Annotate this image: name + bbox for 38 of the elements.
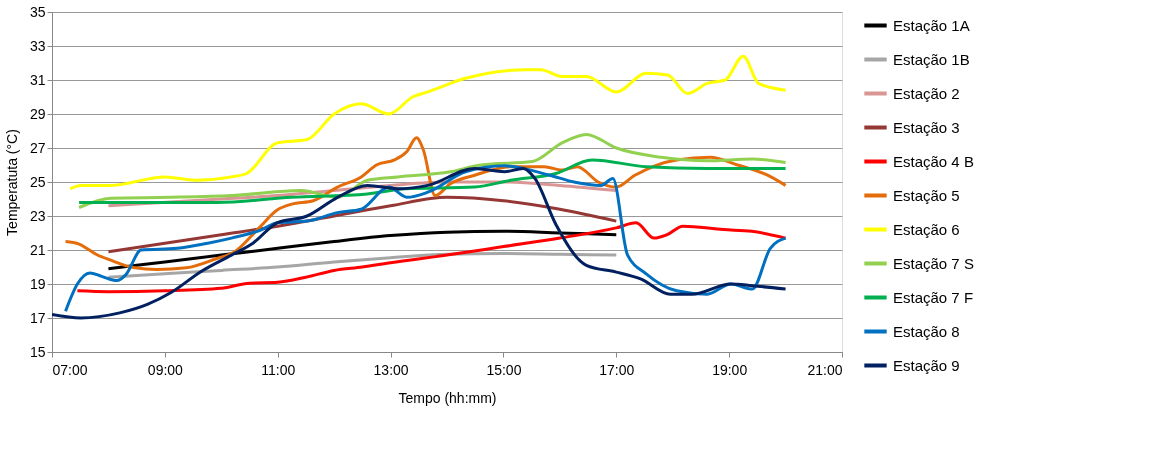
y-tick-label: 19 <box>29 275 46 292</box>
legend-label: Estação 8 <box>893 322 960 340</box>
y-tick-label: 23 <box>29 207 46 224</box>
legend-label: Estação 7 F <box>893 288 974 306</box>
legend-label: Estação 6 <box>893 220 960 238</box>
x-tick-label: 17:00 <box>599 361 635 378</box>
x-axis-title: Tempo (hh:mm) <box>398 389 497 406</box>
x-tick-label: 07:00 <box>52 361 88 378</box>
legend-label: Estação 1A <box>893 16 970 34</box>
x-tick-label: 15:00 <box>486 361 522 378</box>
legend-label: Estação 7 S <box>893 254 974 272</box>
legend-label: Estação 1B <box>893 50 970 68</box>
line-series <box>77 132 788 209</box>
y-tick-label: 27 <box>29 139 46 156</box>
legend-label: Estação 9 <box>893 356 960 374</box>
y-tick-label: 31 <box>29 71 46 88</box>
y-tick-label: 33 <box>29 37 46 54</box>
x-tick-label: 19:00 <box>712 361 748 378</box>
line-series <box>106 229 618 271</box>
y-tick-label: 29 <box>29 105 46 122</box>
line-series <box>75 221 788 294</box>
y-tick-label: 25 <box>29 173 46 190</box>
x-tick-label: 11:00 <box>261 361 296 378</box>
y-tick-label: 17 <box>29 309 46 326</box>
y-tick-label: 21 <box>29 241 46 258</box>
y-tick-label: 35 <box>29 3 46 20</box>
legend-label: Estação 4 B <box>893 152 974 170</box>
legend-label: Estação 5 <box>893 186 960 204</box>
y-tick-label: 15 <box>29 343 46 360</box>
legend-label: Estação 2 <box>893 84 960 102</box>
line-series <box>106 251 618 279</box>
x-tick-label: 09:00 <box>147 361 184 378</box>
line-series <box>68 54 788 191</box>
y-axis-title: Temperatuta (°C) <box>3 129 20 236</box>
line-series <box>77 158 788 204</box>
x-tick-label: 21:00 <box>807 361 843 378</box>
x-tick-label: 13:00 <box>373 361 409 378</box>
legend-label: Estação 3 <box>893 118 960 136</box>
